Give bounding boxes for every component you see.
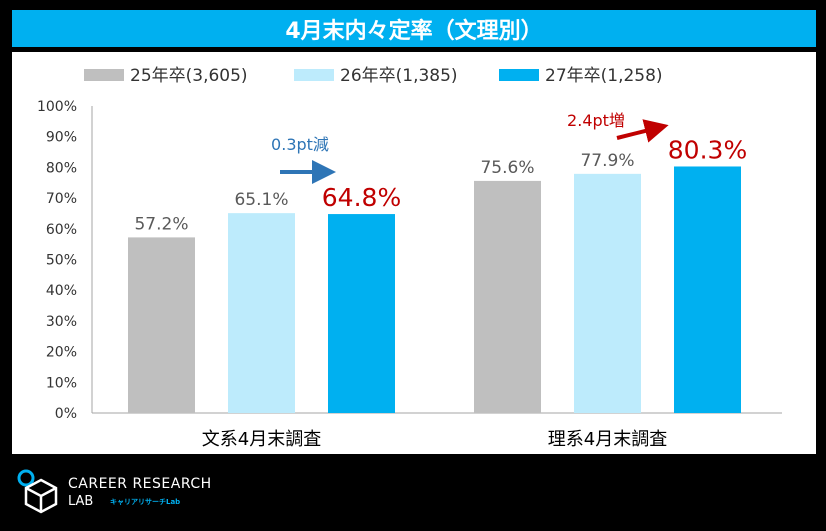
bar-1-2 xyxy=(674,166,741,413)
logo-text-career-research: CAREER RESEARCH xyxy=(68,476,212,492)
y-tick-label: 30% xyxy=(46,314,77,330)
legend-swatch-1 xyxy=(294,69,334,81)
legend-label-0: 25年卒(3,605) xyxy=(130,66,248,86)
data-label-0-0: 57.2% xyxy=(134,214,188,234)
legend-swatch-2 xyxy=(499,69,539,81)
career-research-lab-logo: CAREER RESEARCH LAB キャリアリサーチLab xyxy=(14,462,234,522)
y-tick-label: 40% xyxy=(46,283,77,299)
bar-0-0 xyxy=(128,237,195,413)
y-tick-label: 70% xyxy=(46,191,77,207)
annotation-text-0: 0.3pt減 xyxy=(271,135,329,154)
legend-label-1: 26年卒(1,385) xyxy=(340,66,458,86)
y-tick-label: 20% xyxy=(46,345,77,361)
bar-1-1 xyxy=(574,173,641,413)
x-category-label-0: 文系4月末調査 xyxy=(202,429,321,450)
data-label-0-1: 65.1% xyxy=(234,190,288,210)
y-tick-label: 50% xyxy=(46,253,77,269)
logo-text-katakana: キャリアリサーチLab xyxy=(110,498,181,506)
data-label-0-2: 64.8% xyxy=(322,183,401,212)
data-label-1-1: 77.9% xyxy=(580,151,634,171)
data-label-1-2: 80.3% xyxy=(668,135,747,164)
chart-panel: 25年卒(3,605) 26年卒(1,385) 27年卒(1,258) 0% 10% 20… xyxy=(12,52,816,454)
y-tick-label: 10% xyxy=(46,375,77,391)
legend-label-2: 27年卒(1,258) xyxy=(545,66,663,86)
y-tick-label: 0% xyxy=(55,406,77,422)
bar-0-1 xyxy=(228,213,295,413)
annotation-arrow-1 xyxy=(616,119,669,143)
cube-logo-icon xyxy=(17,469,58,514)
y-tick-label: 80% xyxy=(46,160,77,176)
legend-swatch-0 xyxy=(84,69,124,81)
y-tick-label: 90% xyxy=(46,130,77,146)
annotation-text-1: 2.4pt増 xyxy=(567,111,625,130)
y-tick-label: 100% xyxy=(37,99,77,115)
data-label-1-0: 75.6% xyxy=(480,158,534,178)
chart-title: 4月末内々定率（文理別） xyxy=(12,10,816,47)
logo-text-lab: LAB xyxy=(68,494,94,509)
bar-chart: 25年卒(3,605) 26年卒(1,385) 27年卒(1,258) 0% 10% 20… xyxy=(37,66,782,450)
x-category-label-1: 理系4月末調査 xyxy=(548,429,667,450)
bar-0-2 xyxy=(328,214,395,413)
bar-1-0 xyxy=(474,180,541,413)
y-tick-label: 60% xyxy=(46,222,77,238)
